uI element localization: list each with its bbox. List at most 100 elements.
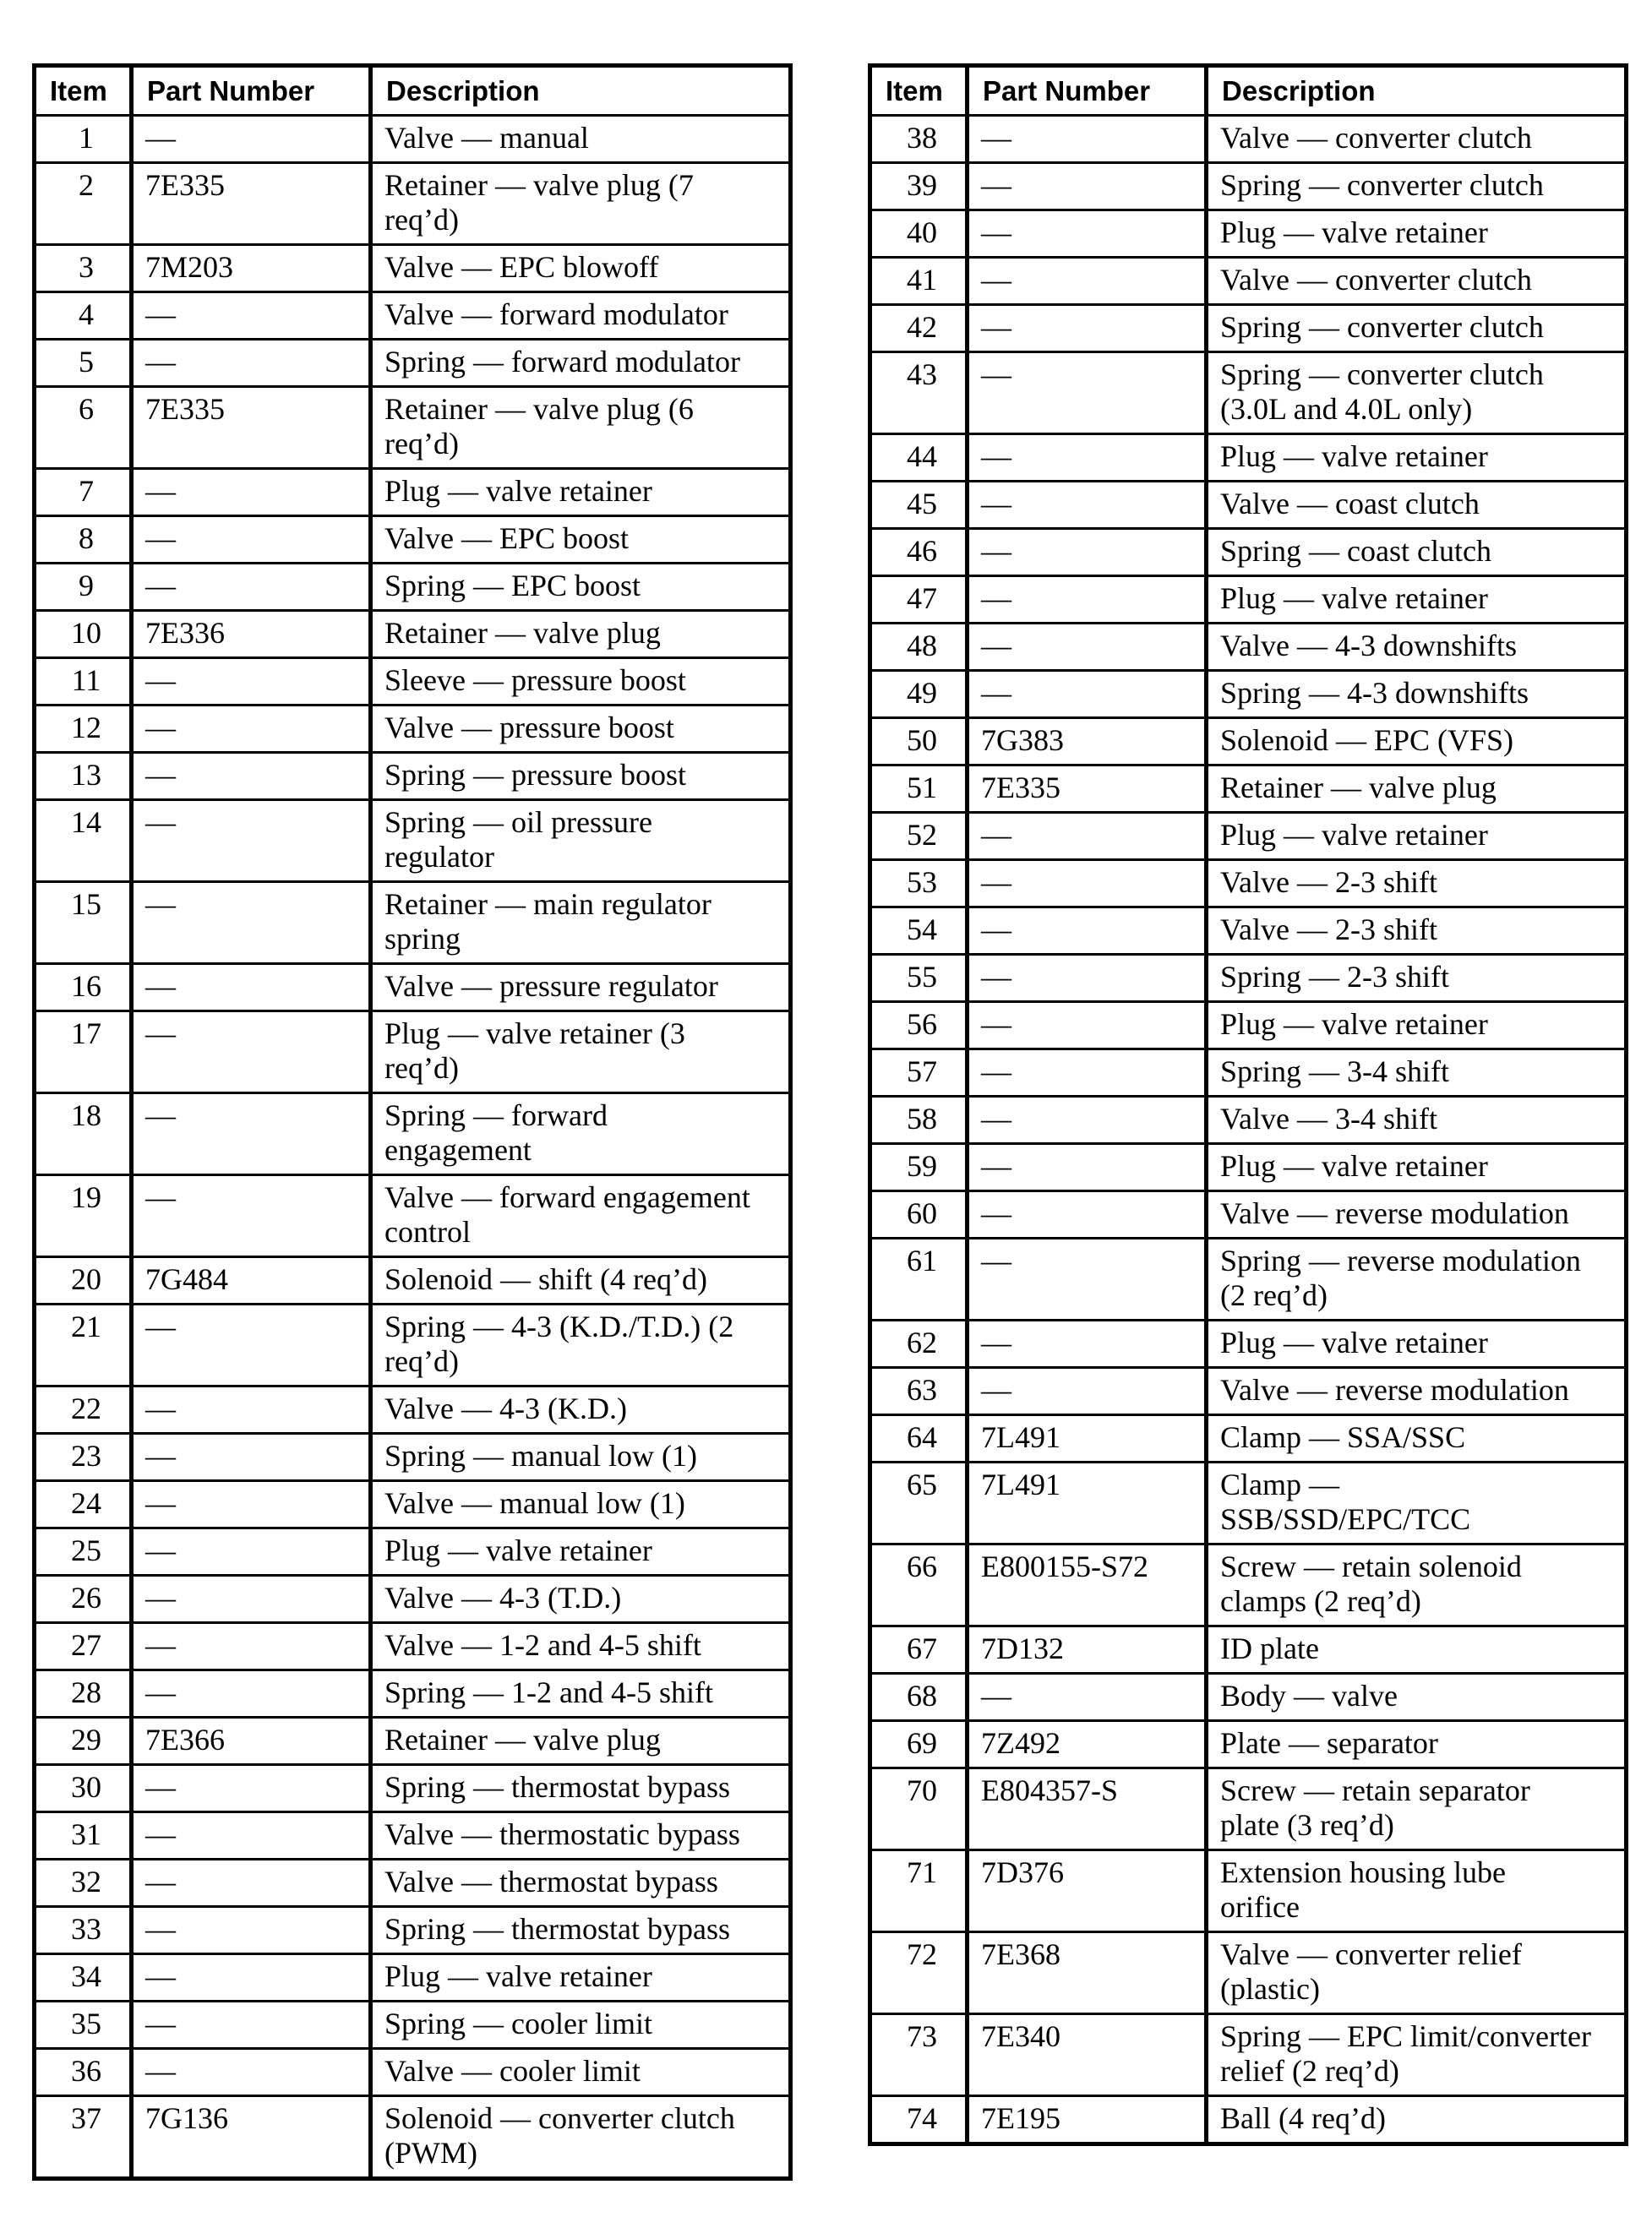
table-row: 21— Spring — 4-3 (K.D./T.D.) (2 req’d): [32, 1303, 793, 1387]
part-number-cell: 7D376: [965, 1849, 1208, 1933]
table-row: 63— Valve — reverse modulation: [868, 1366, 1628, 1416]
item-cell: 6: [32, 385, 134, 470]
header-item: Item: [32, 64, 134, 117]
description-cell: Plug — valve retainer: [368, 467, 793, 517]
table-row: 8— Valve — EPC boost: [32, 515, 793, 564]
item-cell: 46: [868, 527, 969, 577]
part-number-cell: —: [129, 2000, 373, 2050]
description-cell: Spring — thermostat bypass: [368, 1905, 793, 1955]
part-number-cell: —: [965, 1237, 1208, 1321]
table-row: 34— Plug — valve retainer: [32, 1953, 793, 2002]
description-cell: Spring — pressure boost: [368, 751, 793, 801]
table-row: 66 E800155-S72 Screw — retain solenoid cla…: [868, 1543, 1628, 1627]
item-cell: 30: [32, 1763, 134, 1813]
parts-table-left: Item Part Number Description 1— Valve — m…: [32, 63, 793, 2181]
description-cell: Valve — thermostat bypass: [368, 1858, 793, 1908]
part-number-cell: 7E340: [965, 2013, 1208, 2097]
table-row: 23— Spring — manual low (1): [32, 1432, 793, 1482]
item-cell: 12: [32, 704, 134, 754]
part-number-cell: 7E335: [129, 161, 373, 246]
description-cell: Screw — retain solenoid clamps (2 req’d): [1204, 1543, 1628, 1627]
item-cell: 54: [868, 906, 969, 956]
table-row: 33— Spring — thermostat bypass: [32, 1905, 793, 1955]
table-row: 69 7Z492 Plate — separator: [868, 1719, 1628, 1769]
part-number-cell: 7G136: [129, 2095, 373, 2180]
description-cell: Retainer — main regulator spring: [368, 880, 793, 965]
table-row: 41— Valve — converter clutch: [868, 256, 1628, 306]
description-cell: Sleeve — pressure boost: [368, 656, 793, 706]
table-row: 13— Spring — pressure boost: [32, 751, 793, 801]
item-cell: 34: [32, 1953, 134, 2002]
table-row: 58— Valve — 3-4 shift: [868, 1095, 1628, 1145]
item-cell: 67: [868, 1625, 969, 1675]
item-cell: 60: [868, 1190, 969, 1239]
item-cell: 58: [868, 1095, 969, 1145]
item-cell: 5: [32, 338, 134, 388]
item-cell: 25: [32, 1527, 134, 1577]
description-cell: Valve — 2-3 shift: [1204, 858, 1628, 908]
item-cell: 18: [32, 1092, 134, 1176]
part-number-cell: 7E366: [129, 1716, 373, 1766]
table-row: 65 7L491 Clamp — SSB/SSD/EPC/TCC: [868, 1461, 1628, 1545]
description-cell: Plug — valve retainer: [1204, 1319, 1628, 1369]
part-number-cell: 7Z492: [965, 1719, 1208, 1769]
part-number-cell: —: [129, 562, 373, 612]
description-cell: Plug — valve retainer: [1204, 209, 1628, 259]
part-number-cell: —: [965, 256, 1208, 306]
table-row: 16— Valve — pressure regulator: [32, 962, 793, 1012]
table-row: 47— Plug — valve retainer: [868, 575, 1628, 624]
description-cell: Valve — 4-3 (K.D.): [368, 1385, 793, 1435]
description-cell: Plug — valve retainer: [1204, 811, 1628, 861]
part-number-cell: —: [129, 515, 373, 564]
description-cell: Spring — EPC boost: [368, 562, 793, 612]
description-cell: Spring — oil pressure regulator: [368, 798, 793, 883]
table-row: 27— Valve — 1-2 and 4-5 shift: [32, 1621, 793, 1671]
part-number-cell: —: [129, 467, 373, 517]
item-cell: 27: [32, 1621, 134, 1671]
description-cell: Valve — reverse modulation: [1204, 1366, 1628, 1416]
item-cell: 62: [868, 1319, 969, 1369]
description-cell: Plug — valve retainer: [1204, 1142, 1628, 1192]
part-number-cell: 7G383: [965, 716, 1208, 766]
item-cell: 72: [868, 1931, 969, 2015]
part-number-cell: 7E335: [129, 385, 373, 470]
part-number-cell: —: [129, 1621, 373, 1671]
item-cell: 50: [868, 716, 969, 766]
item-cell: 15: [32, 880, 134, 965]
table-row: 44— Plug — valve retainer: [868, 433, 1628, 482]
description-cell: ID plate: [1204, 1625, 1628, 1675]
part-number-cell: —: [965, 1095, 1208, 1145]
description-cell: Valve — converter relief (plastic): [1204, 1931, 1628, 2015]
description-cell: Spring — 1-2 and 4-5 shift: [368, 1669, 793, 1719]
part-number-cell: —: [129, 1303, 373, 1387]
table-row: 71 7D376 Extension housing lube orifice: [868, 1849, 1628, 1933]
description-cell: Valve — 4-3 downshifts: [1204, 622, 1628, 672]
item-cell: 64: [868, 1414, 969, 1463]
part-number-cell: —: [965, 480, 1208, 530]
item-cell: 51: [868, 764, 969, 814]
table-row: 45— Valve — coast clutch: [868, 480, 1628, 530]
item-cell: 57: [868, 1048, 969, 1098]
part-number-cell: —: [965, 1672, 1208, 1722]
part-number-cell: —: [965, 351, 1208, 435]
table-row: 68— Body — valve: [868, 1672, 1628, 1722]
description-cell: Valve — 3-4 shift: [1204, 1095, 1628, 1145]
description-cell: Body — valve: [1204, 1672, 1628, 1722]
table-row: 35— Spring — cooler limit: [32, 2000, 793, 2050]
description-cell: Valve — coast clutch: [1204, 480, 1628, 530]
item-cell: 40: [868, 209, 969, 259]
item-cell: 61: [868, 1237, 969, 1321]
item-cell: 21: [32, 1303, 134, 1387]
table-row: 61— Spring — reverse modulation (2 req’d): [868, 1237, 1628, 1321]
part-number-cell: —: [965, 303, 1208, 353]
item-cell: 3: [32, 243, 134, 293]
item-cell: 49: [868, 669, 969, 719]
part-number-cell: —: [129, 880, 373, 965]
description-cell: Solenoid — EPC (VFS): [1204, 716, 1628, 766]
description-cell: Valve — 1-2 and 4-5 shift: [368, 1621, 793, 1671]
description-cell: Valve — reverse modulation: [1204, 1190, 1628, 1239]
table-row: 26— Valve — 4-3 (T.D.): [32, 1574, 793, 1624]
table-row: 52— Plug — valve retainer: [868, 811, 1628, 861]
item-cell: 32: [32, 1858, 134, 1908]
item-cell: 7: [32, 467, 134, 517]
